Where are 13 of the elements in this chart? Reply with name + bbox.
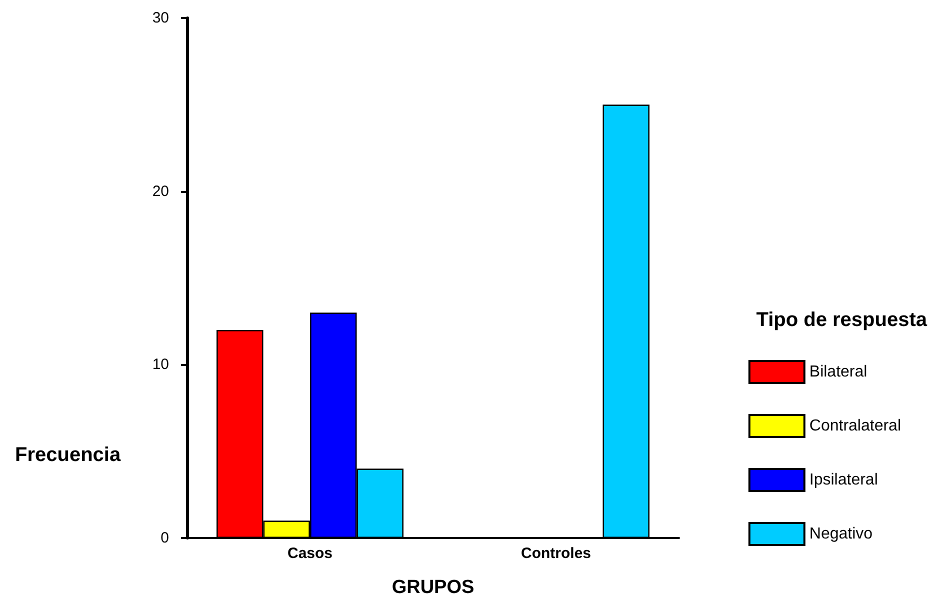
y-tick-label: 20 [152, 182, 169, 200]
y-axis-title: Frecuencia [15, 444, 122, 466]
legend-label: Ipsilateral [809, 472, 878, 488]
y-tick-label: 0 [160, 530, 169, 546]
x-tick-label: Casos [287, 545, 333, 562]
y-tick-label: 30 [152, 10, 169, 26]
legend-label: Bilateral [809, 364, 868, 380]
legend-label: Contralateral [809, 418, 902, 434]
legend-title: Tipo de respuesta [756, 309, 928, 331]
legend-label: Negativo [809, 526, 873, 542]
x-tick-label: Controles [520, 545, 592, 562]
x-axis-title: GRUPOS [392, 577, 474, 598]
y-tick-label: 10 [152, 356, 169, 374]
